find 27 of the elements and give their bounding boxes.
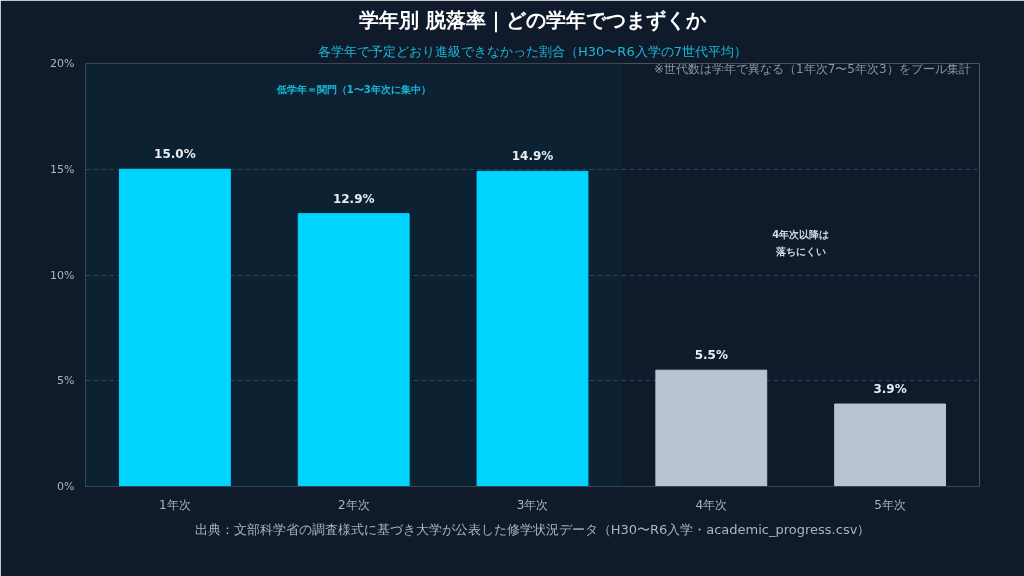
bar (655, 369, 768, 487)
data-label: 12.9% (332, 191, 375, 206)
source-note: 出典：文部科学省の調査様式に基づき大学が公表した修学状況データ（H30〜R6入学・academic_progress.csv） (194, 521, 871, 537)
x-tick-label: 5年次 (874, 497, 906, 512)
data-label: 5.5% (694, 348, 728, 363)
chart-subtitle: 各学年で予定どおり進級できなかった割合（H30〜R6入学の7世代平均） (318, 43, 747, 59)
y-tick-label: 0% (57, 480, 75, 493)
data-label: 3.9% (873, 382, 907, 397)
x-tick-label: 3年次 (516, 497, 549, 512)
bar (297, 213, 410, 487)
bar (476, 170, 589, 487)
annotation: 4年次以降は (772, 229, 830, 241)
y-tick-label: 15% (50, 162, 75, 176)
x-tick-label: 4年次 (695, 497, 728, 512)
chart-title: 学年別 脱落率｜どの学年でつまずくか (359, 7, 707, 33)
band-label: 低学年＝関門（1〜3年次に集中） (275, 84, 431, 96)
annotation: ※世代数は学年で異なる（1年次7〜5年次3）をプール集計 (653, 62, 971, 77)
bar (118, 168, 231, 487)
x-tick-label: 1年次 (159, 497, 191, 512)
y-tick-label: 20% (50, 57, 75, 70)
data-label: 14.9% (511, 149, 554, 164)
y-tick-label: 5% (57, 374, 75, 388)
data-label: 15.0% (154, 147, 196, 162)
x-tick-label: 2年次 (337, 497, 370, 512)
y-tick-label: 10% (50, 268, 75, 282)
annotation: 落ちにくい (774, 246, 826, 259)
bar (834, 403, 947, 487)
